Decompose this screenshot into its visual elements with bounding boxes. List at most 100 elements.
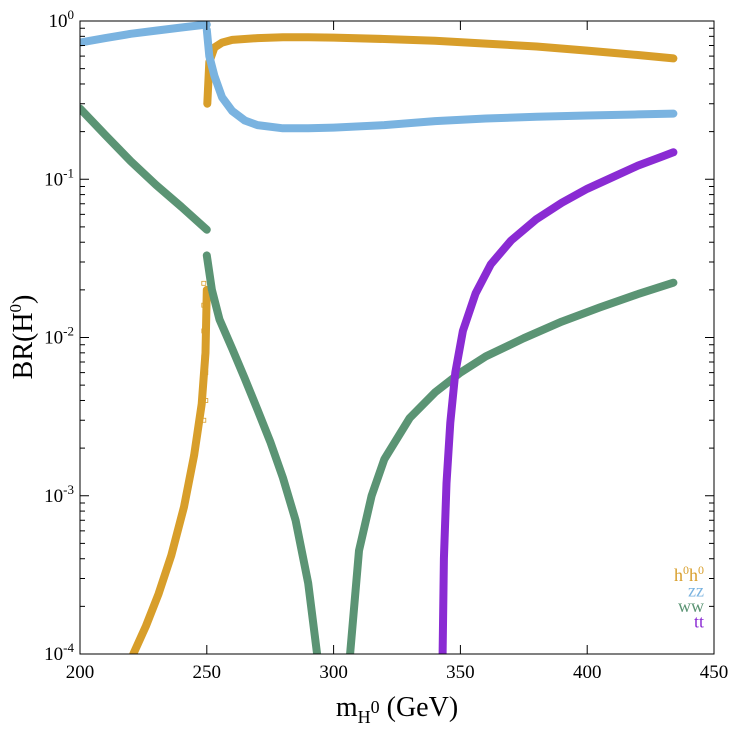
y-tick-label: 10-4 — [44, 640, 74, 665]
series-tt-point — [635, 163, 641, 169]
series-ww-point — [128, 158, 134, 164]
series-zz-point — [432, 118, 438, 124]
series-h0h0-point — [219, 40, 225, 45]
series-h0h0-marker — [201, 280, 207, 286]
series-zz-point — [128, 31, 134, 37]
series-ww-curve — [80, 104, 211, 234]
series-h0h0-point — [534, 44, 539, 49]
series-h0h0-threshold-markers — [201, 280, 209, 423]
legend-entry-ww: ww — [678, 596, 704, 616]
series-zz-point — [305, 125, 311, 131]
series-ww-point — [280, 475, 286, 481]
series-zz-point — [635, 112, 641, 117]
series-ww-curve — [346, 278, 678, 654]
series-ww-point — [153, 182, 159, 188]
x-tick-label: 400 — [573, 662, 602, 683]
x-tick-label: 250 — [193, 662, 222, 683]
series-zz-point — [242, 118, 248, 123]
series-zz-point — [671, 111, 676, 116]
series-h0h0-point — [130, 651, 136, 654]
series-tt-point — [534, 216, 539, 222]
series-zz-point — [381, 122, 387, 128]
series-ww — [80, 104, 678, 654]
series-ww-point — [293, 517, 298, 523]
series-h0h0-point — [381, 36, 387, 42]
tick-layer: 200 250 300 350 400 450 100 10-1 10-2 10-3 10-4 — [44, 7, 728, 683]
x-tick-label: 350 — [446, 662, 475, 683]
series-ww-point — [347, 651, 353, 654]
series-h0h0-marker — [201, 354, 207, 360]
series-h0h0-point — [203, 350, 208, 356]
y-tick-label: 100 — [49, 7, 75, 32]
series-h0h0-point — [212, 45, 217, 50]
y-axis-title: BR(H0) — [6, 295, 39, 380]
series-zz-point — [483, 116, 489, 121]
y-tick-label: 10-3 — [44, 482, 74, 507]
series-tt — [438, 148, 678, 654]
series-h0h0-point — [199, 401, 205, 407]
series-zz-point — [153, 28, 159, 33]
series-h0h0-point — [280, 34, 286, 40]
series-zz-point — [584, 113, 590, 118]
series-tt-curve — [438, 148, 678, 654]
series-ww-point — [179, 204, 184, 210]
series-h0h0-point — [255, 35, 260, 41]
series-h0h0-point — [635, 52, 641, 58]
series-ww-point — [407, 415, 413, 421]
series-tt-point — [441, 556, 447, 562]
series-tt-point — [660, 153, 666, 159]
series-ww-point — [356, 548, 362, 553]
series-ww-point — [597, 305, 603, 310]
series-ww-curve — [202, 251, 322, 654]
series-ww-point — [483, 354, 489, 359]
series-h0h0-marker — [203, 290, 209, 296]
series-ww-point — [559, 319, 565, 324]
series-ww-point — [521, 335, 527, 341]
series-ww-point — [635, 291, 641, 297]
legend-entry-zz: zz — [688, 581, 704, 601]
series-zz — [80, 21, 678, 133]
series-tt-point — [584, 186, 590, 192]
series-h0h0-point — [331, 35, 336, 40]
series-tt-point — [447, 420, 453, 425]
series-ww-point — [242, 376, 248, 381]
series-ww-point — [314, 651, 320, 654]
series-zz-point — [103, 35, 108, 41]
series-ww-point — [204, 253, 210, 258]
series-h0h0-point — [191, 453, 197, 458]
series-ww-point — [671, 280, 676, 286]
legend-entry-h0h0: h0h0 — [674, 563, 704, 585]
series-h0h0-point — [181, 504, 187, 510]
series-ww-point — [305, 580, 311, 586]
y-tick-label: 10-1 — [44, 165, 74, 190]
series-ww-point — [369, 493, 374, 499]
x-axis-title: mH0 (GeV) — [336, 692, 458, 727]
series-h0h0-marker — [203, 398, 209, 403]
series-zz-point — [331, 125, 336, 130]
x-tick-label: 300 — [319, 662, 348, 683]
series-zz-point — [229, 108, 235, 114]
series-ww-point — [209, 287, 215, 293]
series-tt-point — [488, 261, 494, 267]
series-tt-point — [444, 480, 449, 486]
series-zz-point — [219, 94, 225, 100]
series-h0h0-marker — [201, 382, 207, 388]
series-tt-point — [452, 370, 458, 375]
legend-entry-tt: tt — [694, 612, 704, 632]
series-ww-point — [217, 317, 222, 322]
series-h0h0-marker — [203, 370, 209, 376]
series-zz-point — [534, 114, 539, 120]
series-h0h0-marker — [201, 302, 207, 308]
x-tick-label: 450 — [700, 662, 729, 683]
series-tt-point — [473, 291, 478, 296]
series-h0h0-marker — [201, 328, 207, 334]
series-zz-point — [280, 125, 286, 131]
y-tick-label: 10-2 — [44, 324, 74, 349]
series-h0h0-point — [204, 101, 210, 107]
series-zz-point — [212, 73, 217, 79]
series-h0h0-point — [229, 37, 235, 43]
series-ww-point — [103, 132, 108, 138]
series-zz-point — [179, 25, 184, 30]
